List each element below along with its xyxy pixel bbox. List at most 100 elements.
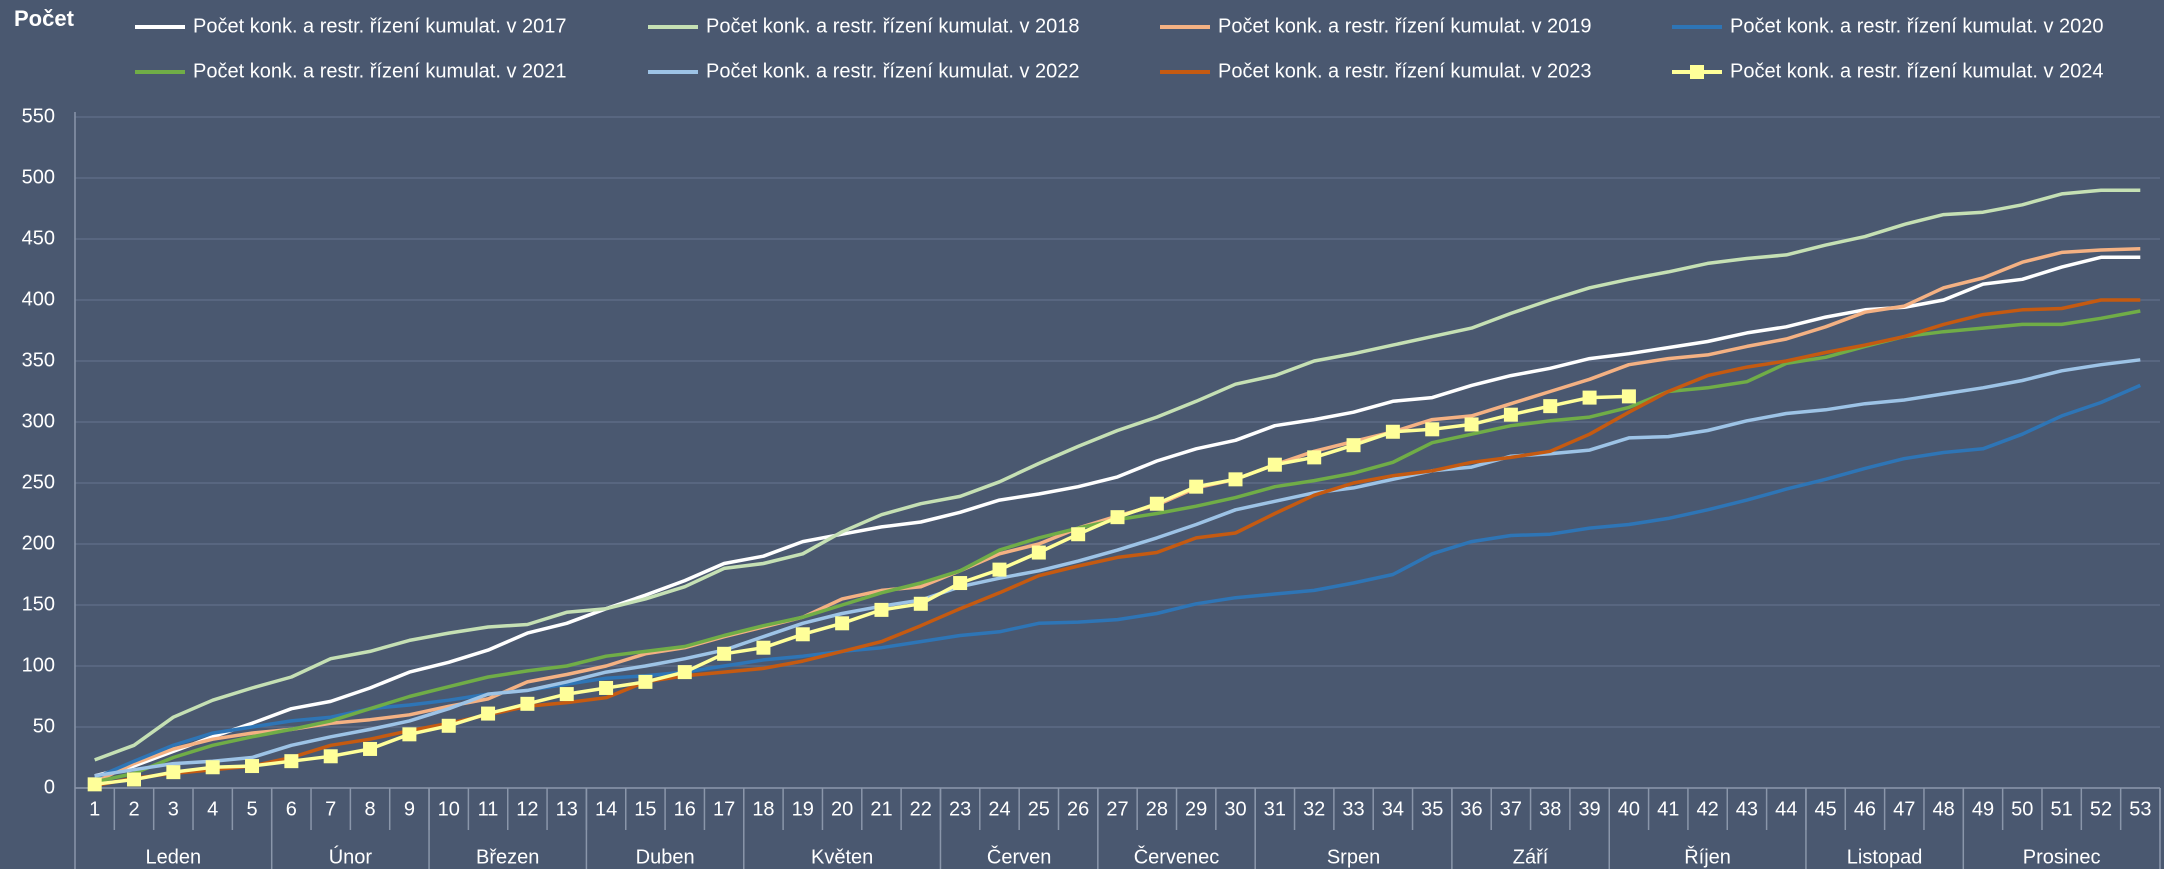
point-marker — [1149, 496, 1164, 511]
month-label: Srpen — [1327, 846, 1380, 868]
point-marker — [402, 727, 417, 742]
y-tick-label: 550 — [22, 105, 55, 127]
point-marker — [1307, 450, 1322, 465]
month-label: Prosinec — [2023, 846, 2101, 868]
y-tick-label: 150 — [22, 593, 55, 615]
point-marker — [1346, 438, 1361, 453]
x-tick-label: 4 — [207, 798, 218, 820]
x-tick-label: 33 — [1342, 798, 1364, 820]
point-marker — [835, 616, 850, 631]
x-tick-label: 34 — [1382, 798, 1404, 820]
legend-label: Počet konk. a restr. řízení kumulat. v 2… — [193, 60, 567, 82]
point-marker — [284, 754, 299, 769]
x-tick-label: 17 — [713, 798, 735, 820]
point-marker — [795, 627, 810, 642]
x-tick-label: 41 — [1657, 798, 1679, 820]
x-tick-label: 44 — [1775, 798, 1797, 820]
legend-label: Počet konk. a restr. řízení kumulat. v 2… — [1730, 60, 2104, 82]
x-tick-label: 7 — [325, 798, 336, 820]
x-tick-label: 38 — [1539, 798, 1561, 820]
x-tick-label: 14 — [595, 798, 617, 820]
point-marker — [1385, 424, 1400, 439]
y-tick-label: 500 — [22, 166, 55, 188]
legend-label: Počet konk. a restr. řízení kumulat. v 2… — [1730, 15, 2104, 37]
x-tick-label: 6 — [286, 798, 297, 820]
x-tick-label: 19 — [792, 798, 814, 820]
x-tick-label: 45 — [1814, 798, 1836, 820]
point-marker — [1031, 545, 1046, 560]
x-tick-label: 13 — [556, 798, 578, 820]
x-tick-label: 32 — [1303, 798, 1325, 820]
x-tick-label: 23 — [949, 798, 971, 820]
point-marker — [1503, 407, 1518, 422]
point-marker — [1621, 389, 1636, 404]
month-label: Září — [1513, 846, 1549, 868]
series-line — [94, 394, 1629, 787]
month-label: Únor — [329, 845, 373, 868]
legend-label: Počet konk. a restr. řízení kumulat. v 2… — [193, 15, 567, 37]
x-tick-label: 31 — [1264, 798, 1286, 820]
x-tick-label: 52 — [2090, 798, 2112, 820]
x-tick-label: 11 — [478, 798, 499, 820]
point-marker — [1228, 472, 1243, 487]
x-tick-label: 15 — [634, 798, 656, 820]
x-tick-label: 42 — [1696, 798, 1718, 820]
point-marker — [1425, 422, 1440, 437]
x-tick-label: 9 — [404, 798, 415, 820]
x-tick-label: 21 — [870, 798, 892, 820]
x-tick-label: 10 — [438, 798, 460, 820]
legend-label: Počet konk. a restr. řízení kumulat. v 2… — [1218, 60, 1592, 82]
x-tick-label: 1 — [89, 798, 100, 820]
x-tick-label: 26 — [1067, 798, 1089, 820]
legend-label: Počet konk. a restr. řízení kumulat. v 2… — [706, 15, 1080, 37]
x-tick-label: 40 — [1618, 798, 1640, 820]
x-tick-label: 20 — [831, 798, 853, 820]
x-tick-label: 30 — [1224, 798, 1246, 820]
point-marker — [1189, 479, 1204, 494]
point-marker — [953, 576, 968, 591]
y-tick-label: 50 — [33, 715, 55, 737]
x-tick-label: 36 — [1460, 798, 1482, 820]
y-axis-label: Počet — [14, 6, 75, 31]
point-marker — [166, 765, 181, 780]
point-marker — [1464, 417, 1479, 432]
series-line — [94, 298, 2141, 788]
x-tick-label: 27 — [1106, 798, 1128, 820]
point-marker — [127, 772, 142, 787]
x-tick-label: 51 — [2051, 798, 2073, 820]
month-label: Březen — [476, 846, 539, 868]
x-tick-label: 43 — [1736, 798, 1758, 820]
x-tick-label: 12 — [516, 798, 538, 820]
x-tick-label: 5 — [246, 798, 257, 820]
x-tick-label: 2 — [128, 798, 139, 820]
y-tick-label: 200 — [22, 532, 55, 554]
point-marker — [1543, 399, 1558, 414]
point-marker — [756, 640, 771, 655]
x-tick-label: 18 — [752, 798, 774, 820]
point-marker — [677, 665, 692, 680]
x-tick-label: 28 — [1146, 798, 1168, 820]
x-tick-label: 46 — [1854, 798, 1876, 820]
point-marker — [1110, 510, 1125, 525]
x-tick-label: 49 — [1972, 798, 1994, 820]
x-tick-label: 29 — [1185, 798, 1207, 820]
series-line — [94, 358, 2141, 778]
x-tick-label: 8 — [364, 798, 375, 820]
x-tick-label: 35 — [1421, 798, 1443, 820]
point-marker — [520, 696, 535, 711]
month-label: Leden — [146, 846, 202, 868]
x-tick-label: 24 — [988, 798, 1010, 820]
x-tick-label: 25 — [1028, 798, 1050, 820]
y-tick-label: 450 — [22, 227, 55, 249]
point-marker — [992, 562, 1007, 577]
x-tick-label: 48 — [1933, 798, 1955, 820]
x-tick-label: 3 — [168, 798, 179, 820]
x-tick-label: 47 — [1893, 798, 1915, 820]
point-marker — [363, 741, 378, 756]
series-line — [94, 188, 2141, 762]
point-marker — [638, 674, 653, 689]
y-tick-label: 300 — [22, 410, 55, 432]
legend-label: Počet konk. a restr. řízení kumulat. v 2… — [706, 60, 1080, 82]
